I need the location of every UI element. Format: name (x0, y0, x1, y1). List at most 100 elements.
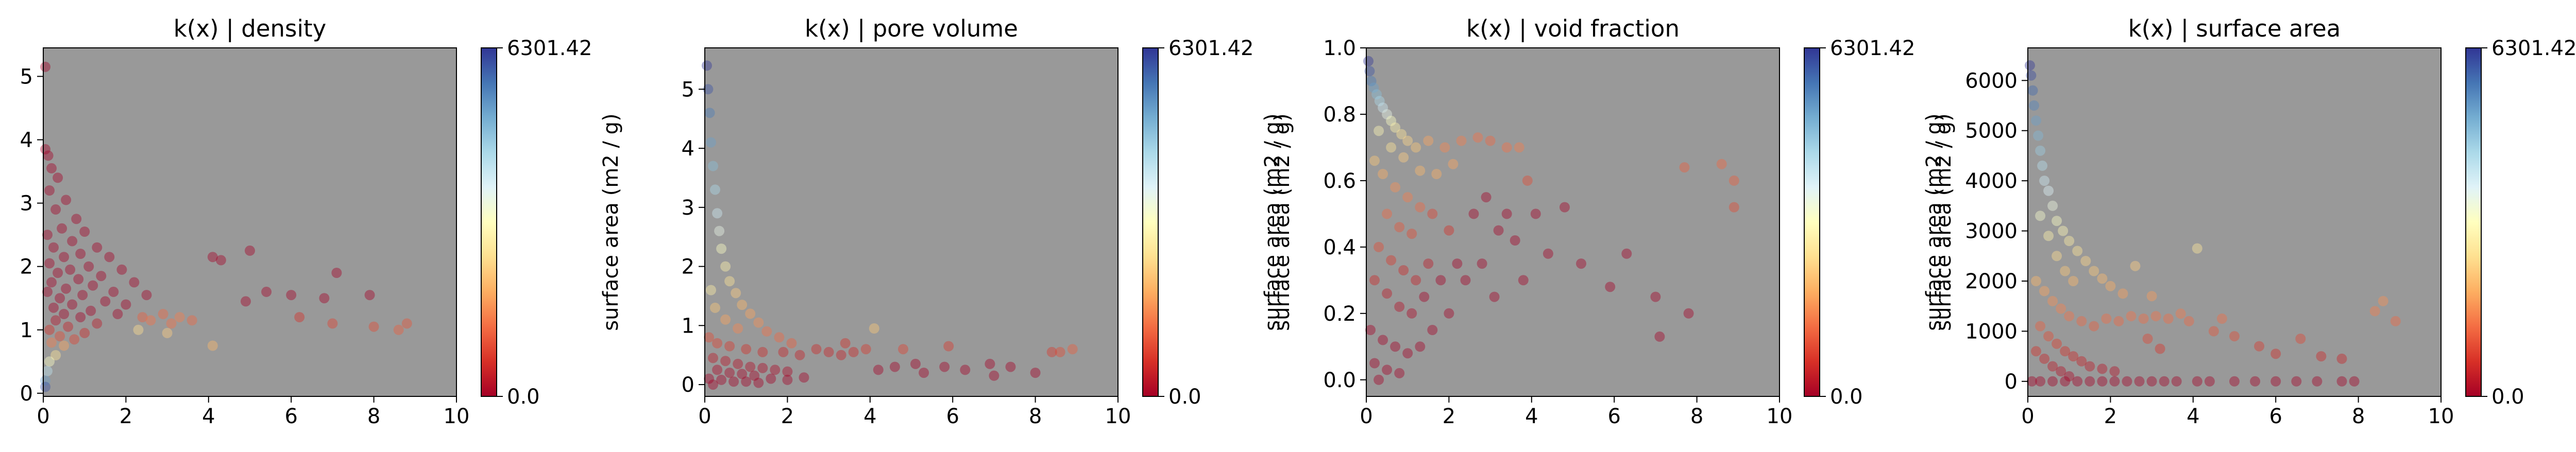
data-point (703, 84, 714, 95)
data-point (782, 374, 793, 385)
data-point (50, 350, 61, 360)
data-point (2250, 376, 2261, 387)
data-point (778, 346, 789, 357)
data-point (2047, 200, 2058, 211)
data-point (753, 377, 764, 388)
data-point (2047, 376, 2058, 387)
data-point (2089, 321, 2099, 332)
panel-2: 0 2 4 6 8 10 0 1 2 3 4 5 k(x) | pore volume 6301.42 0.… (682, 15, 1284, 428)
data-point (401, 318, 412, 329)
data-point (2076, 356, 2087, 367)
data-point (2052, 251, 2062, 262)
y-tick-label: 1000 (1965, 320, 2018, 343)
data-point (2192, 376, 2202, 387)
data-point (2270, 376, 2281, 387)
data-point (720, 314, 731, 325)
data-point (737, 300, 748, 310)
data-point (2031, 346, 2041, 357)
data-point (1654, 331, 1665, 342)
data-point (716, 244, 727, 254)
data-point (731, 288, 741, 299)
y-tick-label: 1 (20, 319, 33, 342)
x-tick-label: 8 (1690, 405, 1703, 428)
y-tick-label: 3 (682, 196, 694, 220)
data-point (166, 318, 177, 329)
data-point (1439, 142, 1450, 153)
colorbar: 6301.42 0.0 surface area (m2 / g) (1142, 37, 1284, 409)
data-point (2192, 243, 2202, 254)
panel-title: k(x) | surface area (2128, 15, 2341, 42)
data-point (2035, 211, 2046, 221)
y-tick-label: 2 (20, 255, 33, 279)
data-point (704, 108, 715, 118)
data-point (59, 252, 70, 263)
data-point (2113, 316, 2124, 326)
plot-area (43, 48, 456, 396)
x-tick-label: 8 (2352, 405, 2365, 428)
data-point (1444, 308, 1454, 319)
data-point (2026, 70, 2037, 81)
data-point (158, 309, 168, 319)
colorbar-gradient (481, 47, 497, 397)
data-point (774, 332, 785, 343)
data-point (2068, 351, 2079, 362)
axes-frame (43, 47, 457, 397)
data-point (2216, 314, 2227, 324)
data-point (141, 290, 152, 301)
data-point (2060, 266, 2071, 276)
data-point (2031, 115, 2041, 126)
data-point (2058, 225, 2069, 236)
data-point (2052, 338, 2062, 349)
data-point (1374, 374, 1384, 385)
data-point (2126, 311, 2137, 322)
data-point (1374, 241, 1384, 252)
data-point (2060, 376, 2071, 387)
data-point (2043, 185, 2054, 196)
data-point (2138, 314, 2149, 324)
data-point (2270, 349, 2281, 359)
colorbar-max-label: 6301.42 (2492, 37, 2576, 60)
data-point (1728, 175, 1739, 186)
data-point (712, 364, 723, 375)
y-tick-label: 0.2 (1323, 302, 1356, 326)
data-point (92, 318, 103, 329)
data-point (61, 195, 72, 205)
data-point (702, 60, 712, 71)
data-point (1374, 96, 1385, 107)
scatter-points (1363, 56, 1739, 385)
data-point (1444, 225, 1454, 236)
data-point (145, 315, 156, 326)
data-point (714, 225, 725, 236)
data-point (215, 255, 226, 266)
data-point (1518, 275, 1529, 286)
data-point (1621, 248, 1632, 259)
data-point (1402, 348, 1413, 359)
data-point (1378, 335, 1388, 345)
data-point (2142, 334, 2153, 344)
data-point (2031, 276, 2041, 286)
data-point (42, 286, 53, 297)
data-point (708, 161, 718, 171)
data-point (720, 261, 731, 272)
data-point (207, 340, 218, 351)
data-point (174, 312, 185, 323)
data-point (1560, 202, 1570, 213)
data-point (50, 315, 61, 326)
y-tick-label: 0 (682, 373, 694, 397)
data-point (368, 321, 379, 332)
data-point (2312, 376, 2323, 387)
data-point (2390, 316, 2401, 326)
x-tick-label: 4 (1525, 405, 1538, 428)
data-point (708, 379, 718, 390)
plot-area (705, 48, 1118, 396)
data-point (2291, 376, 2302, 387)
data-point (733, 358, 743, 369)
colorbar: 6301.42 0.0 surface area (m2 / g) (1804, 37, 1946, 409)
data-point (61, 283, 72, 294)
data-point (40, 381, 50, 392)
data-point (1448, 159, 1459, 169)
data-point (75, 249, 86, 259)
data-point (799, 372, 809, 383)
data-point (1543, 248, 1553, 259)
data-point (712, 208, 723, 219)
